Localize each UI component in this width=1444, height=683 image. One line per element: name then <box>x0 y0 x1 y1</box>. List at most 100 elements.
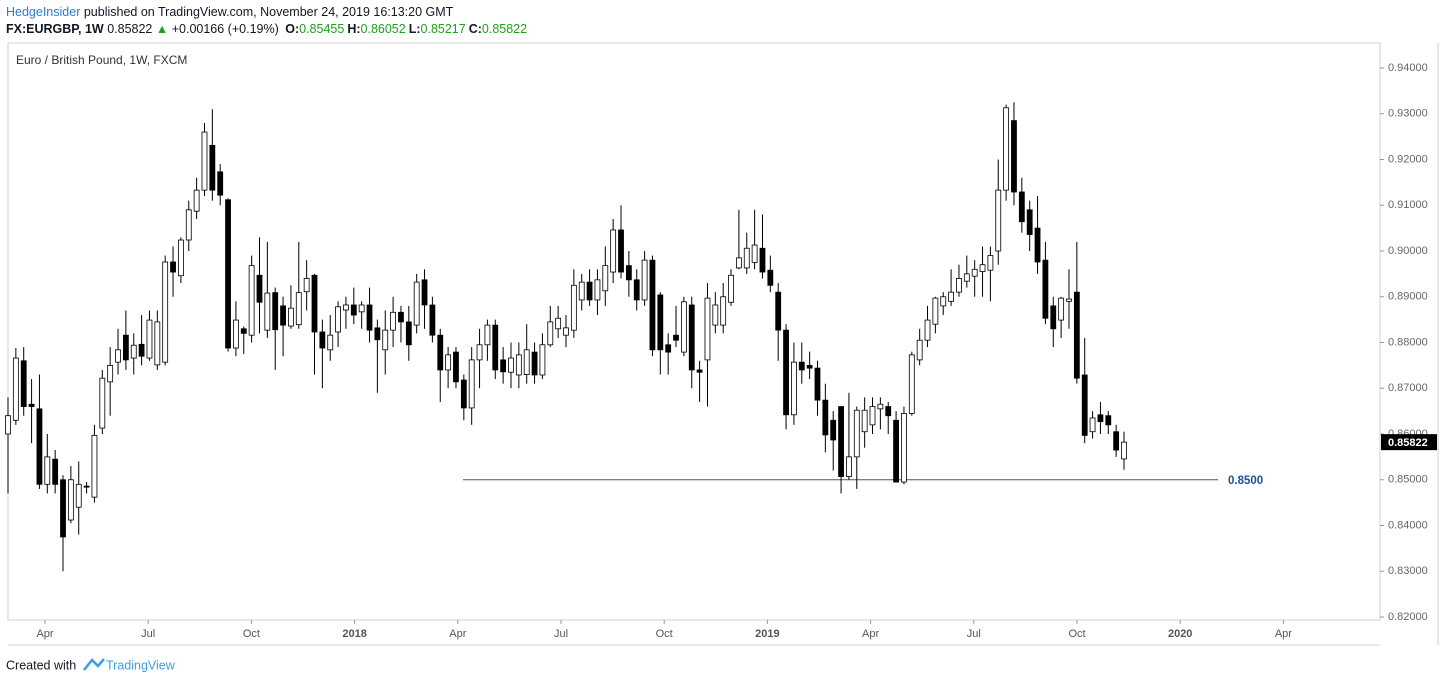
candle-body <box>240 328 247 334</box>
candle-body <box>563 327 569 336</box>
candle-body <box>437 334 444 371</box>
symbol: FX:EURGBP, 1W <box>6 22 104 36</box>
price: 0.85822 <box>107 22 153 36</box>
candle-body <box>932 297 939 325</box>
x-tick-label: Apr <box>36 628 53 640</box>
last-price-label: 0.85822 <box>1388 437 1428 449</box>
candle-body <box>327 334 334 351</box>
candle-body <box>185 209 192 241</box>
candle-body <box>728 274 734 303</box>
candle-body <box>775 291 782 331</box>
candle-body <box>248 265 255 336</box>
candle-body <box>995 189 1002 252</box>
candle-body <box>5 415 11 435</box>
candle-body <box>1066 298 1072 302</box>
candle-body <box>390 311 396 331</box>
field-label: C: <box>468 22 482 36</box>
field-label: O: <box>285 22 300 36</box>
x-tick-label: Jul <box>141 628 155 640</box>
candle-body <box>625 265 632 281</box>
candle-body <box>1105 415 1112 426</box>
candle-body <box>44 456 51 485</box>
candle-body <box>618 229 624 273</box>
horizontal-line-label: 0.8500 <box>1228 475 1263 487</box>
y-tick-label: 0.93000 <box>1388 108 1428 120</box>
candle-body <box>280 305 286 326</box>
candle-body <box>798 361 805 371</box>
candle-body <box>704 297 711 361</box>
candle-body <box>696 369 703 373</box>
x-tick-label: Oct <box>243 628 260 640</box>
candle-body <box>649 259 656 351</box>
candle-body <box>539 344 546 376</box>
y-tick-label: 0.84000 <box>1388 519 1428 531</box>
candle-body <box>272 292 279 331</box>
candle-body <box>665 344 672 353</box>
candle-body <box>657 294 664 351</box>
candle-body <box>688 304 695 371</box>
candle-body <box>256 274 263 303</box>
candle-body <box>20 360 27 407</box>
candle-body <box>523 349 530 375</box>
author[interactable]: HedgeInsider <box>6 5 81 19</box>
candle-body <box>1018 191 1025 223</box>
field-label: H: <box>347 22 361 36</box>
candle-body <box>1003 107 1010 191</box>
candle-body <box>1081 374 1088 436</box>
y-tick-label: 0.85000 <box>1388 474 1428 486</box>
candle-body <box>1042 259 1049 319</box>
candle-body <box>445 354 452 371</box>
candle-body <box>413 281 420 326</box>
candle-body <box>405 321 412 346</box>
candle-body <box>641 259 648 301</box>
candle-body <box>484 324 491 346</box>
symbol-line: FX:EURGBP, 1W 0.85822 ▲ +0.00166 (+0.19%… <box>6 22 527 36</box>
candle-body <box>578 281 585 301</box>
candle-body <box>1011 120 1017 193</box>
candle-body <box>107 364 114 383</box>
plot: 0.820000.830000.840000.850000.860000.870… <box>5 62 1437 640</box>
candle-body <box>940 296 947 307</box>
candle-body <box>115 349 121 363</box>
footer-created: Created with <box>6 658 76 672</box>
x-tick-label: 2019 <box>755 628 779 640</box>
x-tick-label: Jul <box>967 628 981 640</box>
candle-body <box>1097 414 1104 423</box>
x-tick-label: Apr <box>1275 628 1292 640</box>
candle-body <box>1073 291 1080 379</box>
candle-body <box>382 329 389 351</box>
y-tick-label: 0.92000 <box>1388 153 1428 165</box>
candle-body <box>680 301 687 353</box>
candle-body <box>743 247 750 269</box>
candle-body <box>838 406 844 477</box>
plot-frame <box>7 42 1381 621</box>
candle-body <box>987 255 994 271</box>
candle-body <box>201 131 208 191</box>
candle-body <box>901 413 907 483</box>
field-label: L: <box>408 22 421 36</box>
candle-body <box>885 406 892 417</box>
candle-body <box>602 265 609 292</box>
published: published on TradingView.com, November 2… <box>83 5 454 19</box>
candle-body <box>908 354 915 414</box>
chart-title: Euro / British Pound, 1W, FXCM <box>16 53 187 67</box>
footer-brand[interactable]: TradingView <box>106 658 176 672</box>
candle-body <box>178 239 184 277</box>
candle-body <box>963 273 970 282</box>
field-value: 0.85455 <box>299 22 345 36</box>
candle-body <box>99 377 106 429</box>
candle-body <box>1026 209 1033 235</box>
candle-body <box>822 399 829 436</box>
candle-body <box>720 296 727 326</box>
candle-body <box>453 351 459 383</box>
candle-body <box>343 304 349 311</box>
last-price-tag <box>1381 434 1437 451</box>
y-tick-label: 0.91000 <box>1388 199 1428 211</box>
candle-body <box>295 292 302 326</box>
y-tick-label: 0.83000 <box>1388 565 1428 577</box>
candle-body <box>515 354 522 376</box>
candle-body <box>759 247 766 273</box>
y-tick-label: 0.82000 <box>1388 611 1428 623</box>
